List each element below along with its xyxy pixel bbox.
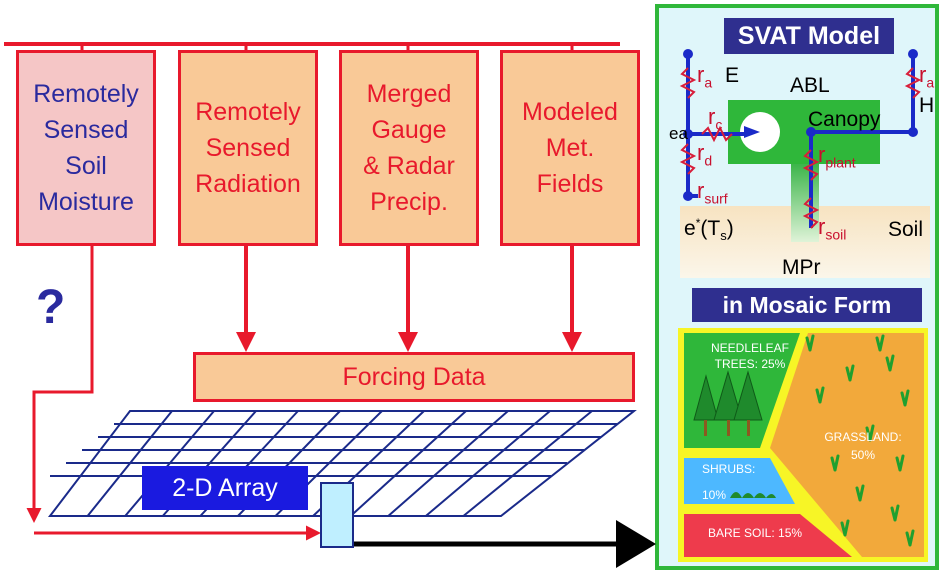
needleleaf-label: NEEDLELEAF TREES: 25% bbox=[710, 341, 790, 371]
grass-tuft-icon bbox=[830, 454, 840, 472]
grass-tuft-icon bbox=[840, 519, 850, 537]
output-arrowhead-icon bbox=[616, 520, 656, 568]
resistor-ra-left-icon bbox=[679, 67, 697, 99]
grass-tuft-icon bbox=[905, 529, 915, 547]
resistor-ra-right-icon bbox=[904, 67, 922, 99]
precip-label: Merged Gauge & Radar Precip. bbox=[363, 80, 455, 216]
resistor-rplant-icon bbox=[802, 149, 820, 181]
rd-label: rd bbox=[697, 140, 713, 169]
rsoil-label: rsoil bbox=[818, 214, 847, 243]
grass-tuft-icon bbox=[805, 334, 815, 352]
question-mark: ? bbox=[36, 281, 66, 334]
abl-label: ABL bbox=[790, 74, 830, 97]
grid-line bbox=[425, 410, 551, 517]
grid-column-cell bbox=[320, 482, 354, 548]
grass-tuft-icon bbox=[875, 334, 885, 352]
soil-moisture-box: Remotely Sensed Soil Moisture bbox=[16, 50, 156, 246]
precip-box: Merged Gauge & Radar Precip. bbox=[339, 50, 479, 246]
ra-right-label: ra bbox=[919, 62, 935, 91]
arrow-left-icon bbox=[744, 126, 760, 138]
grass-tuft-icon bbox=[865, 424, 875, 442]
mpr-label: MPr bbox=[782, 256, 821, 279]
forcing-data-label: Forcing Data bbox=[342, 363, 486, 391]
grass-tufts bbox=[805, 334, 915, 547]
bare-soil-label: BARE SOIL: 15% bbox=[708, 526, 803, 540]
mosaic-title: in Mosaic Form bbox=[692, 288, 922, 322]
h-label: H bbox=[919, 94, 935, 117]
shrub-icon bbox=[730, 492, 776, 498]
met-fields-label: Modeled Met. Fields bbox=[522, 98, 618, 198]
array-label: 2-D Array bbox=[142, 466, 308, 510]
grid-line bbox=[349, 410, 467, 517]
grid-line bbox=[124, 410, 215, 517]
rc-label: rc bbox=[708, 104, 723, 133]
soil-moisture-label: Remotely Sensed Soil Moisture bbox=[33, 80, 139, 216]
arrow-soil-moisture bbox=[26, 246, 94, 523]
grass-tuft-icon bbox=[895, 454, 905, 472]
ea-label: ea bbox=[669, 124, 688, 143]
estar-ts-label: e*(Ts) bbox=[684, 216, 734, 244]
grass-tuft-icon bbox=[815, 386, 825, 404]
rplant-label: rplant bbox=[818, 142, 856, 171]
bare-soil-patch bbox=[684, 514, 852, 557]
grassland-label: GRASSLAND: 50% bbox=[824, 430, 902, 462]
shrubs-label: SHRUBS: bbox=[702, 462, 756, 476]
ra-left-label: ra bbox=[697, 62, 713, 91]
grid-line bbox=[387, 410, 509, 517]
grass-tuft-icon bbox=[885, 354, 895, 372]
svat-title: SVAT Model bbox=[724, 18, 894, 54]
forcing-data-box: Forcing Data bbox=[193, 352, 635, 402]
resistor-rc-icon bbox=[701, 125, 733, 143]
e-label: E bbox=[725, 64, 740, 87]
resistor-rd-icon bbox=[679, 143, 697, 175]
rsurf-label: rsurf bbox=[697, 178, 728, 207]
grass-tuft-icon bbox=[900, 389, 910, 407]
grass-tuft-icon bbox=[855, 484, 865, 502]
radiation-label: Remotely Sensed Radiation bbox=[195, 98, 301, 198]
shrubs-pct-label: 10% bbox=[702, 488, 727, 502]
soil-label: Soil bbox=[888, 218, 924, 241]
grassland-patch bbox=[770, 333, 924, 557]
grass-tuft-icon bbox=[845, 364, 855, 382]
canopy-label: Canopy bbox=[808, 108, 881, 131]
radiation-box: Remotely Sensed Radiation bbox=[178, 50, 318, 246]
resistor-rsoil-icon bbox=[802, 197, 820, 229]
grass-tuft-icon bbox=[890, 504, 900, 522]
grid-line bbox=[86, 410, 173, 517]
met-fields-box: Modeled Met. Fields bbox=[500, 50, 640, 246]
shrubs-patch bbox=[684, 458, 795, 504]
tree-icons bbox=[693, 370, 763, 436]
grid-line bbox=[462, 410, 593, 517]
